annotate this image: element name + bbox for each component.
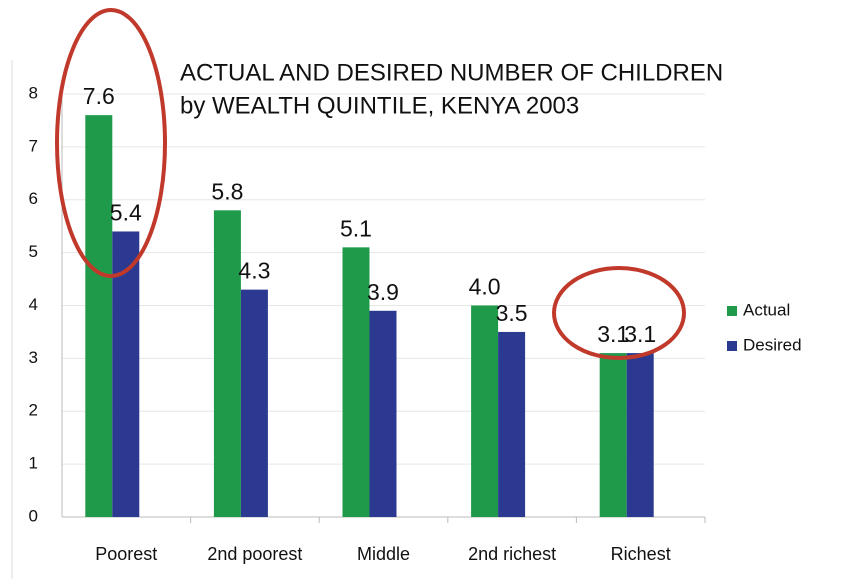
y-tick-label: 0 [29, 506, 38, 525]
y-tick-label: 3 [29, 348, 38, 367]
chart-subtitle: by WEALTH QUINTILE, KENYA 2003 [180, 92, 579, 119]
data-label: 3.1 [597, 321, 629, 347]
data-label: 4.0 [469, 274, 501, 300]
bar [240, 289, 268, 517]
y-tick-label: 7 [29, 136, 38, 155]
x-tick-label: Middle [357, 544, 410, 564]
data-label: 5.1 [340, 215, 372, 241]
y-tick-label: 6 [29, 189, 38, 208]
plot: 0 1 2 3 4 5 6 7 8 Poorest 7.6 5.4 2nd poorest 5.8 4.3 M… [29, 83, 802, 564]
legend-swatch [727, 306, 737, 316]
x-tick-label: Richest [611, 544, 671, 564]
bar [213, 210, 241, 517]
x-tick-label: 2nd poorest [207, 544, 302, 564]
data-label: 7.6 [83, 83, 115, 109]
data-label: 3.5 [496, 300, 528, 326]
bar [369, 310, 397, 517]
y-tick-label: 5 [29, 242, 38, 261]
data-label: 3.1 [624, 321, 656, 347]
x-tick-label: Poorest [95, 544, 157, 564]
x-tick-label: 2nd richest [468, 544, 556, 564]
highlight-ellipse [552, 266, 686, 360]
chart-title: ACTUAL AND DESIRED NUMBER OF CHILDREN [180, 59, 723, 86]
y-tick-label: 2 [29, 401, 38, 420]
y-tick-label: 4 [29, 295, 38, 314]
bar [112, 231, 140, 517]
bar [626, 353, 654, 517]
legend-label: Desired [743, 335, 802, 354]
data-label: 5.8 [211, 178, 243, 204]
y-tick-label: 8 [29, 83, 38, 102]
legend-swatch [727, 341, 737, 351]
bar [599, 353, 627, 517]
data-label: 3.9 [367, 279, 399, 305]
y-tick-label: 1 [29, 454, 38, 473]
bar [471, 305, 499, 517]
data-label: 4.3 [238, 258, 270, 284]
bar [85, 115, 113, 518]
highlight-ellipse [55, 8, 167, 278]
bar [342, 247, 370, 517]
bar [498, 331, 526, 517]
legend-label: Actual [743, 300, 790, 319]
data-label: 5.4 [110, 200, 142, 226]
